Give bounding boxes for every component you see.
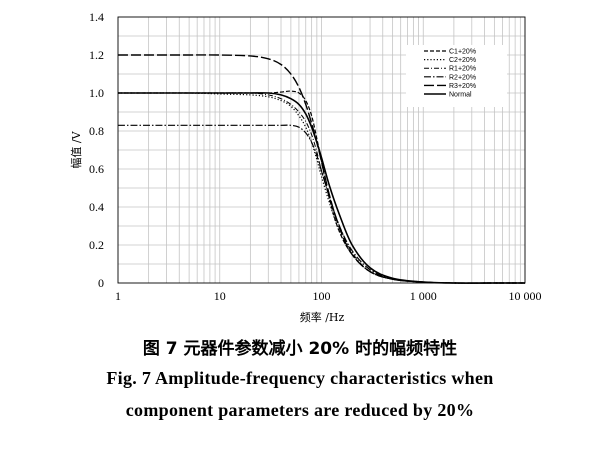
series-layer (118, 54, 525, 284)
x-axis-title: 频率 /Hz (300, 310, 345, 324)
amplitude-frequency-chart: 0 0.2 0.4 0.6 0.8 1.0 1.2 1.4 1 10 100 1 000 10 000… (70, 10, 542, 324)
y-axis-title: 幅值 /V (70, 130, 83, 168)
x-tick-label: 1 (115, 289, 121, 303)
plot-frame (117, 16, 526, 284)
legend-label: C1+20% (449, 49, 476, 56)
y-tick-labels: 0 0.2 0.4 0.6 0.8 1.0 1.2 1.4 (89, 10, 104, 290)
figure-caption-english-line2: component parameters are reduced by 20% (125, 400, 475, 420)
figure-caption-english-line1: Fig. 7 Amplitude-frequency characteristi… (106, 368, 494, 388)
series-line-6 (118, 92, 525, 284)
legend-label: R2+20% (449, 74, 476, 81)
legend-label: C2+20% (449, 57, 476, 64)
x-tick-labels: 1 10 100 1 000 10 000 (115, 289, 542, 303)
legend: C1+20%C2+20% R1+20%R2+20% R3+20% Normal (406, 45, 507, 107)
y-tick-label: 1.2 (89, 48, 104, 62)
y-tick-label: 1.4 (89, 10, 104, 24)
y-tick-label: 0.8 (89, 124, 104, 138)
x-tick-label: 10 000 (509, 289, 542, 303)
x-tick-label: 100 (313, 289, 331, 303)
x-tick-label: 1 000 (410, 289, 437, 303)
legend-label: R1+20% (449, 66, 476, 73)
y-tick-label: 0.2 (89, 238, 104, 252)
legend-label: Normal (449, 92, 472, 99)
y-tick-label: 1.0 (89, 86, 104, 100)
figure-caption-chinese: 图 7 元器件参数减小 20% 时的幅频特性 (142, 339, 458, 359)
y-tick-label: 0.6 (89, 162, 104, 176)
x-tick-label: 10 (214, 289, 226, 303)
y-tick-label: 0.4 (89, 200, 104, 214)
y-tick-label: 0 (98, 276, 104, 290)
legend-box (406, 45, 507, 107)
series-line-4 (118, 124, 525, 284)
legend-label: R3+20% (449, 83, 476, 90)
